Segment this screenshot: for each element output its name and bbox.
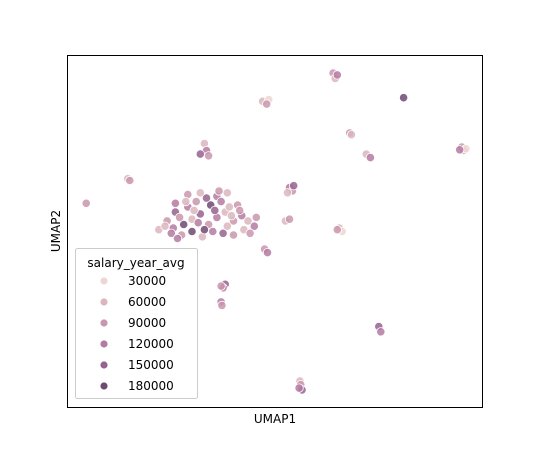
legend-entry: 30000 (99, 274, 166, 288)
legend-label: 150000 (128, 358, 174, 372)
legend-entries: 30000 60000 90000 120000 150000 180000 (99, 274, 174, 393)
data-point (262, 99, 272, 109)
legend-entry: 60000 (99, 295, 166, 309)
legend-label: 60000 (128, 295, 166, 309)
legend: salary_year_avg 30000 60000 90000 120000 150… (75, 248, 198, 399)
data-point (201, 193, 212, 203)
data-point (346, 130, 356, 140)
data-point (455, 145, 465, 155)
data-point (204, 151, 214, 161)
legend-entry: 120000 (99, 337, 174, 351)
data-point (365, 153, 375, 163)
legend-entry: 180000 (99, 379, 174, 393)
legend-marker (99, 381, 109, 391)
data-point (216, 281, 226, 291)
legend-marker (99, 360, 109, 370)
legend-marker (99, 339, 109, 349)
data-point (376, 327, 386, 337)
data-point (282, 188, 293, 198)
data-point (81, 198, 91, 208)
data-point (251, 212, 261, 222)
data-point (249, 221, 259, 231)
data-point (332, 70, 342, 80)
legend-title: salary_year_avg (87, 256, 184, 270)
legend-entry: 90000 (99, 316, 166, 330)
data-point (284, 214, 295, 224)
data-point (199, 225, 209, 235)
data-point (181, 197, 191, 207)
data-point (189, 205, 199, 215)
data-point (222, 188, 232, 198)
points-layer (81, 68, 471, 395)
legend-label: 180000 (128, 379, 174, 393)
legend-entry: 150000 (99, 358, 174, 372)
data-point (398, 93, 409, 103)
data-point (224, 202, 234, 212)
legend-marker (99, 318, 109, 328)
data-point (235, 205, 245, 215)
data-point (216, 197, 226, 207)
data-point (208, 226, 218, 237)
data-point (218, 228, 228, 238)
legend-marker (99, 297, 109, 307)
legend-marker (99, 276, 109, 286)
data-point (187, 226, 197, 237)
data-point (160, 221, 170, 231)
data-point (166, 228, 176, 238)
data-point (193, 218, 203, 228)
data-point (191, 197, 201, 207)
x-axis-label: UMAP1 (254, 412, 296, 426)
data-point (243, 216, 253, 226)
data-point (195, 188, 205, 198)
data-point (195, 149, 205, 159)
data-point (245, 228, 255, 238)
y-axis-label: UMAP2 (49, 210, 63, 252)
data-point (332, 225, 342, 235)
data-point (172, 233, 183, 244)
plot-frame (67, 55, 483, 408)
data-point (226, 211, 236, 221)
legend-label: 120000 (128, 337, 174, 351)
data-point (175, 212, 185, 222)
data-point (210, 205, 220, 215)
data-point (125, 175, 135, 186)
data-point (214, 186, 224, 196)
data-point (217, 300, 227, 310)
legend-box (75, 248, 198, 399)
legend-label: 90000 (128, 316, 166, 330)
data-point (289, 181, 299, 191)
legend-label: 30000 (128, 274, 166, 288)
data-point (222, 221, 232, 231)
data-point (179, 219, 189, 230)
data-point (228, 230, 239, 240)
data-point (262, 248, 273, 258)
data-point (294, 383, 304, 393)
data-point (170, 198, 180, 208)
